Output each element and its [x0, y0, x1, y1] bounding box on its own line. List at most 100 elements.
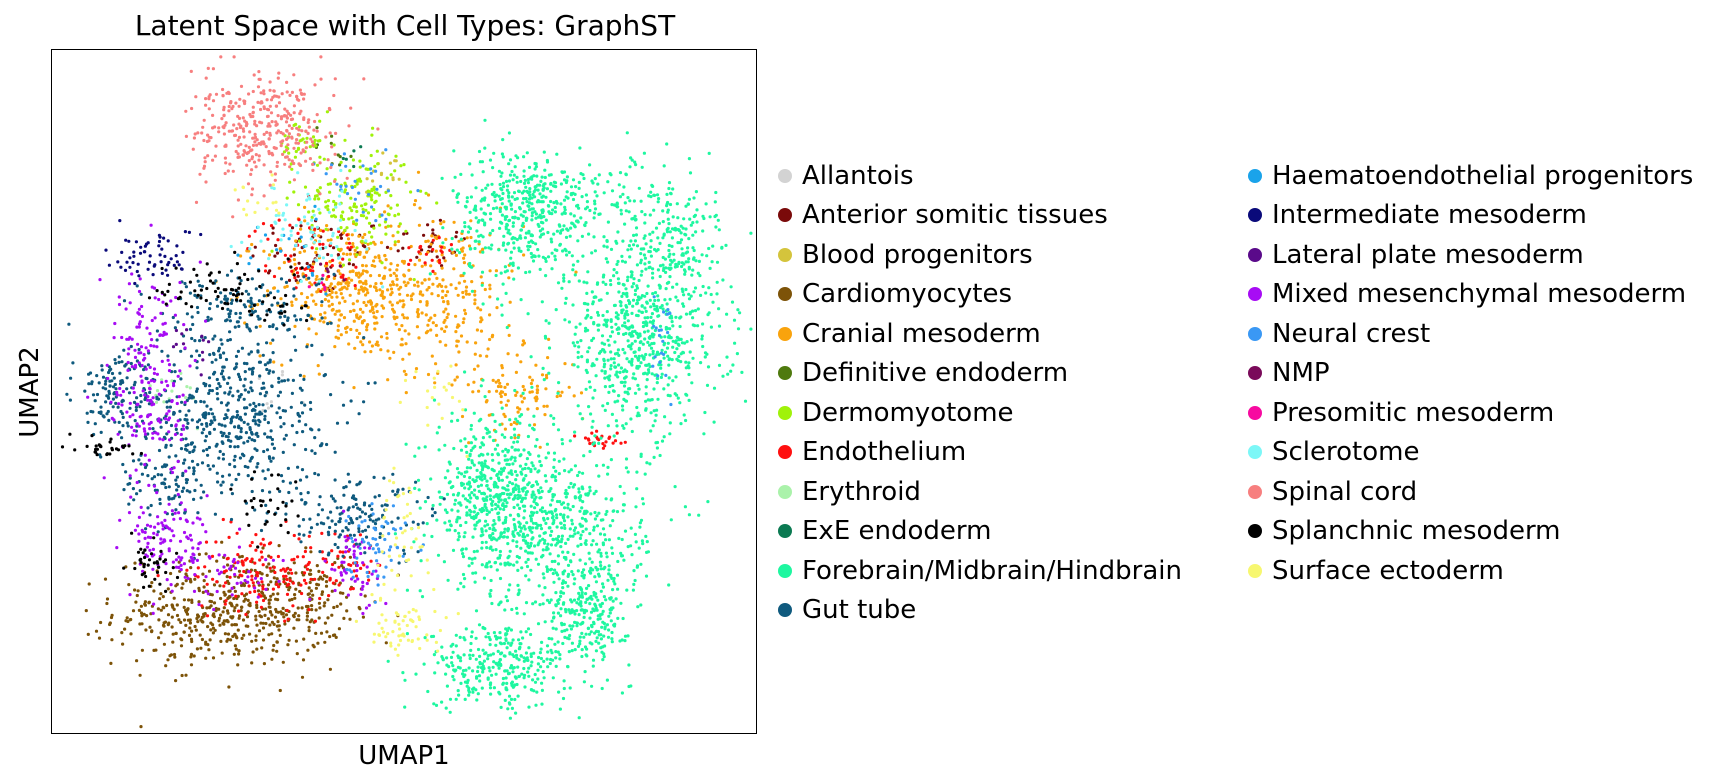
scatter-point [541, 232, 546, 236]
scatter-point [644, 323, 648, 327]
scatter-point [643, 316, 647, 320]
scatter-point [400, 324, 404, 328]
scatter-point [607, 568, 611, 572]
scatter-point [490, 182, 494, 186]
scatter-point [127, 583, 131, 587]
scatter-point [315, 126, 319, 130]
scatter-point [414, 367, 419, 371]
series-9 [341, 145, 363, 169]
scatter-point [603, 385, 608, 389]
scatter-point [545, 598, 550, 602]
scatter-point [207, 648, 211, 652]
scatter-point [481, 170, 485, 174]
scatter-point [415, 310, 419, 314]
scatter-point [318, 319, 322, 323]
scatter-point [548, 526, 552, 530]
scatter-point [577, 186, 581, 190]
scatter-point [615, 370, 619, 374]
scatter-point [348, 270, 352, 274]
scatter-point [526, 181, 530, 185]
scatter-point [671, 324, 675, 328]
scatter-point [465, 450, 469, 454]
scatter-point [612, 203, 617, 207]
scatter-point [416, 308, 420, 312]
scatter-point [505, 462, 509, 466]
scatter-point [646, 368, 651, 372]
scatter-point [485, 495, 489, 499]
scatter-point [275, 640, 279, 644]
scatter-point [234, 635, 238, 639]
scatter-point [224, 599, 228, 603]
scatter-point [569, 481, 573, 486]
scatter-point [533, 467, 537, 471]
scatter-point [601, 518, 605, 522]
scatter-point [212, 415, 216, 419]
scatter-point [485, 399, 489, 403]
scatter-point [337, 565, 341, 569]
scatter-point [554, 478, 558, 483]
scatter-point [575, 621, 579, 625]
scatter-point [432, 653, 436, 657]
scatter-point [247, 584, 251, 588]
scatter-point [258, 324, 262, 328]
scatter-point [271, 592, 275, 596]
scatter-point [536, 248, 540, 252]
scatter-point [674, 339, 678, 343]
scatter-point [564, 610, 568, 614]
scatter-point [574, 270, 578, 274]
scatter-point [601, 313, 605, 318]
scatter-point [540, 702, 544, 706]
scatter-point [437, 448, 441, 452]
scatter-point [557, 223, 561, 227]
scatter-point [588, 441, 592, 446]
scatter-point [571, 268, 575, 272]
scatter-point [679, 315, 683, 319]
scatter-point [518, 506, 522, 510]
scatter-point [403, 705, 407, 709]
scatter-point [152, 589, 156, 593]
scatter-point [375, 191, 379, 195]
scatter-point [687, 297, 692, 301]
scatter-point [285, 577, 289, 582]
scatter-point [519, 360, 523, 364]
scatter-point [687, 513, 692, 517]
scatter-point [443, 476, 447, 480]
scatter-point [643, 337, 647, 341]
scatter-point [554, 656, 558, 660]
scatter-point [467, 493, 472, 497]
scatter-point [336, 554, 340, 558]
scatter-point [372, 208, 376, 212]
scatter-point [590, 290, 594, 294]
scatter-point [665, 228, 669, 232]
scatter-point [684, 204, 688, 208]
scatter-point [321, 570, 325, 575]
scatter-point [609, 574, 613, 579]
scatter-point [456, 200, 460, 204]
scatter-point [310, 343, 314, 347]
scatter-point [564, 488, 568, 493]
scatter-point [601, 280, 605, 284]
scatter-point [515, 611, 519, 615]
scatter-point [457, 531, 461, 535]
scatter-point [611, 599, 615, 603]
scatter-point [442, 256, 446, 260]
scatter-point [347, 276, 351, 280]
scatter-point [288, 568, 293, 572]
scatter-point [358, 165, 362, 169]
scatter-point [268, 566, 272, 570]
scatter-point [237, 652, 241, 656]
scatter-point [513, 436, 517, 440]
scatter-point [530, 177, 534, 181]
scatter-point [522, 656, 526, 660]
scatter-point [442, 300, 446, 304]
scatter-point [215, 559, 219, 563]
scatter-point [470, 561, 474, 565]
scatter-point [482, 473, 486, 477]
scatter-point [521, 532, 525, 536]
scatter-point [258, 354, 262, 358]
scatter-point [473, 289, 477, 293]
scatter-point [430, 634, 434, 639]
scatter-point [293, 276, 297, 280]
scatter-point [494, 643, 498, 647]
scatter-point [274, 597, 278, 601]
